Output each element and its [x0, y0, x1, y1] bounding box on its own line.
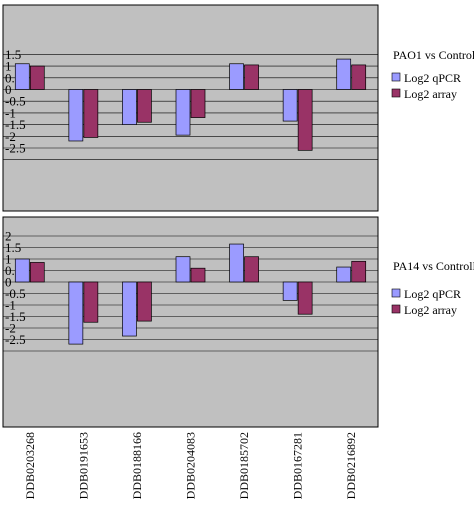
- bar-array: [244, 64, 259, 90]
- y-tick-label: -1.5: [5, 309, 26, 324]
- y-tick-label: 2: [5, 229, 12, 244]
- bar-array: [137, 89, 152, 123]
- x-tick-label: DDB0191653: [76, 432, 90, 499]
- bar-array: [29, 262, 45, 283]
- bar-array: [83, 89, 99, 138]
- x-tick-label: DDB0204083: [184, 432, 198, 499]
- bar-qpcr: [336, 58, 352, 90]
- bar-array: [351, 260, 367, 283]
- y-tick-label: 1: [5, 252, 12, 267]
- chart-title: PAO1 vs Controll: [393, 48, 474, 62]
- bar-array: [190, 267, 206, 283]
- bar-qpcr: [68, 89, 84, 142]
- x-tick-label: DDB0216892: [344, 432, 358, 499]
- bar-qpcr: [175, 256, 191, 283]
- legend-swatch-array: [391, 88, 401, 98]
- legend-swatch-qpcr: [391, 72, 401, 82]
- bar-array: [297, 281, 313, 315]
- x-axis-labels: DDB0203268 DDB0191653 DDB0188166 DDB0204083…: [23, 432, 358, 499]
- bar-array: [29, 65, 45, 90]
- bar-qpcr: [68, 281, 84, 345]
- bar-qpcr: [229, 243, 244, 283]
- bar-qpcr: [122, 89, 137, 125]
- bar-array: [190, 89, 206, 118]
- legend-label-array: Log2 array: [404, 303, 457, 317]
- bar-qpcr: [122, 281, 137, 337]
- legend-label-qpcr: Log2 qPCR: [404, 71, 461, 85]
- bar-array: [137, 281, 152, 322]
- bar-array: [244, 256, 259, 283]
- legend-swatch-array: [391, 304, 401, 314]
- y-tick-label: -1.5: [5, 117, 26, 132]
- y-tick-label: 1.5: [5, 240, 21, 255]
- y-tick-label: -1: [5, 105, 16, 120]
- bar-qpcr: [14, 258, 30, 283]
- bar-qpcr: [282, 281, 298, 301]
- y-tick-label: 0: [5, 82, 12, 97]
- y-tick-label: -2.5: [5, 141, 26, 156]
- y-tick-label: 1.5: [5, 47, 21, 62]
- legend-label-array: Log2 array: [404, 87, 457, 101]
- plot-area: [2, 216, 379, 428]
- y-tick-label: 1: [5, 59, 12, 74]
- legend-swatch-qpcr: [391, 288, 401, 298]
- bar-qpcr: [14, 63, 30, 90]
- bar-qpcr: [229, 63, 244, 90]
- bar-qpcr: [282, 89, 298, 122]
- legend-label-qpcr: Log2 qPCR: [404, 287, 461, 301]
- bar-array: [351, 64, 367, 90]
- y-tick-label: 0: [5, 275, 12, 290]
- y-tick-label: -2: [5, 129, 16, 144]
- bar-qpcr: [175, 89, 191, 136]
- y-tick-label: -1: [5, 298, 16, 313]
- x-tick-label: DDB0185702: [237, 432, 251, 499]
- bar-array: [297, 89, 313, 151]
- x-tick-label: DDB0167281: [291, 432, 305, 499]
- x-tick-label: DDB0188166: [130, 432, 144, 499]
- y-tick-label: -0.5: [5, 94, 26, 109]
- y-tick-label: -0.5: [5, 286, 26, 301]
- bar-qpcr: [336, 266, 352, 283]
- plot-area: [2, 4, 379, 212]
- bar-array: [83, 281, 99, 323]
- chart-title: PA14 vs Controll: [393, 259, 474, 273]
- y-tick-label: -2.5: [5, 332, 26, 347]
- y-tick-label: -2: [5, 321, 16, 336]
- x-tick-label: DDB0203268: [23, 432, 37, 499]
